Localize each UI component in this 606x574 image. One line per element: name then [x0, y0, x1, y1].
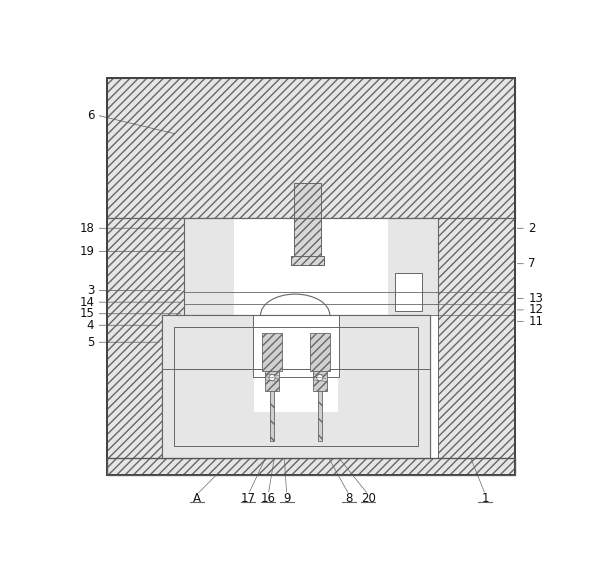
Bar [162, 315, 430, 335]
Text: 2: 2 [528, 222, 536, 235]
Text: 14: 14 [79, 296, 94, 309]
Bar [107, 78, 514, 475]
Bar [313, 371, 327, 391]
Bar [162, 315, 430, 457]
Bar [290, 256, 324, 265]
Bar [338, 315, 430, 457]
Bar [107, 457, 514, 475]
Text: 6: 6 [87, 108, 94, 122]
Bar [107, 457, 514, 475]
Bar [262, 333, 282, 371]
Bar [173, 327, 418, 446]
Bar [388, 218, 438, 315]
Bar [107, 78, 514, 218]
Text: 3: 3 [87, 284, 94, 297]
Bar [270, 391, 275, 441]
Text: 5: 5 [87, 336, 94, 349]
Text: A: A [193, 492, 201, 505]
Bar [162, 315, 255, 457]
Circle shape [317, 375, 323, 381]
Bar [295, 183, 321, 256]
Text: 20: 20 [361, 492, 376, 505]
Bar [253, 315, 339, 377]
Text: 9: 9 [283, 492, 290, 505]
Bar [107, 78, 514, 475]
Bar [395, 273, 422, 312]
Text: 18: 18 [79, 222, 94, 235]
Bar [318, 391, 322, 441]
Bar [173, 327, 418, 446]
Bar [107, 218, 184, 457]
Text: 19: 19 [79, 245, 94, 258]
Text: 16: 16 [261, 492, 276, 505]
Text: 15: 15 [79, 307, 94, 320]
Bar [438, 218, 514, 457]
Text: 11: 11 [528, 315, 544, 328]
Text: 17: 17 [241, 492, 256, 505]
Bar [184, 218, 233, 315]
Text: 1: 1 [482, 492, 489, 505]
Bar [265, 371, 279, 391]
Bar [310, 333, 330, 371]
Text: 12: 12 [528, 304, 544, 316]
Bar [162, 412, 430, 457]
Text: 4: 4 [87, 319, 94, 332]
Text: 7: 7 [528, 257, 536, 270]
Bar [162, 315, 430, 457]
Bar [184, 218, 438, 315]
Circle shape [269, 375, 275, 381]
Text: 13: 13 [528, 292, 544, 305]
Bar [290, 256, 324, 265]
Text: 8: 8 [345, 492, 353, 505]
